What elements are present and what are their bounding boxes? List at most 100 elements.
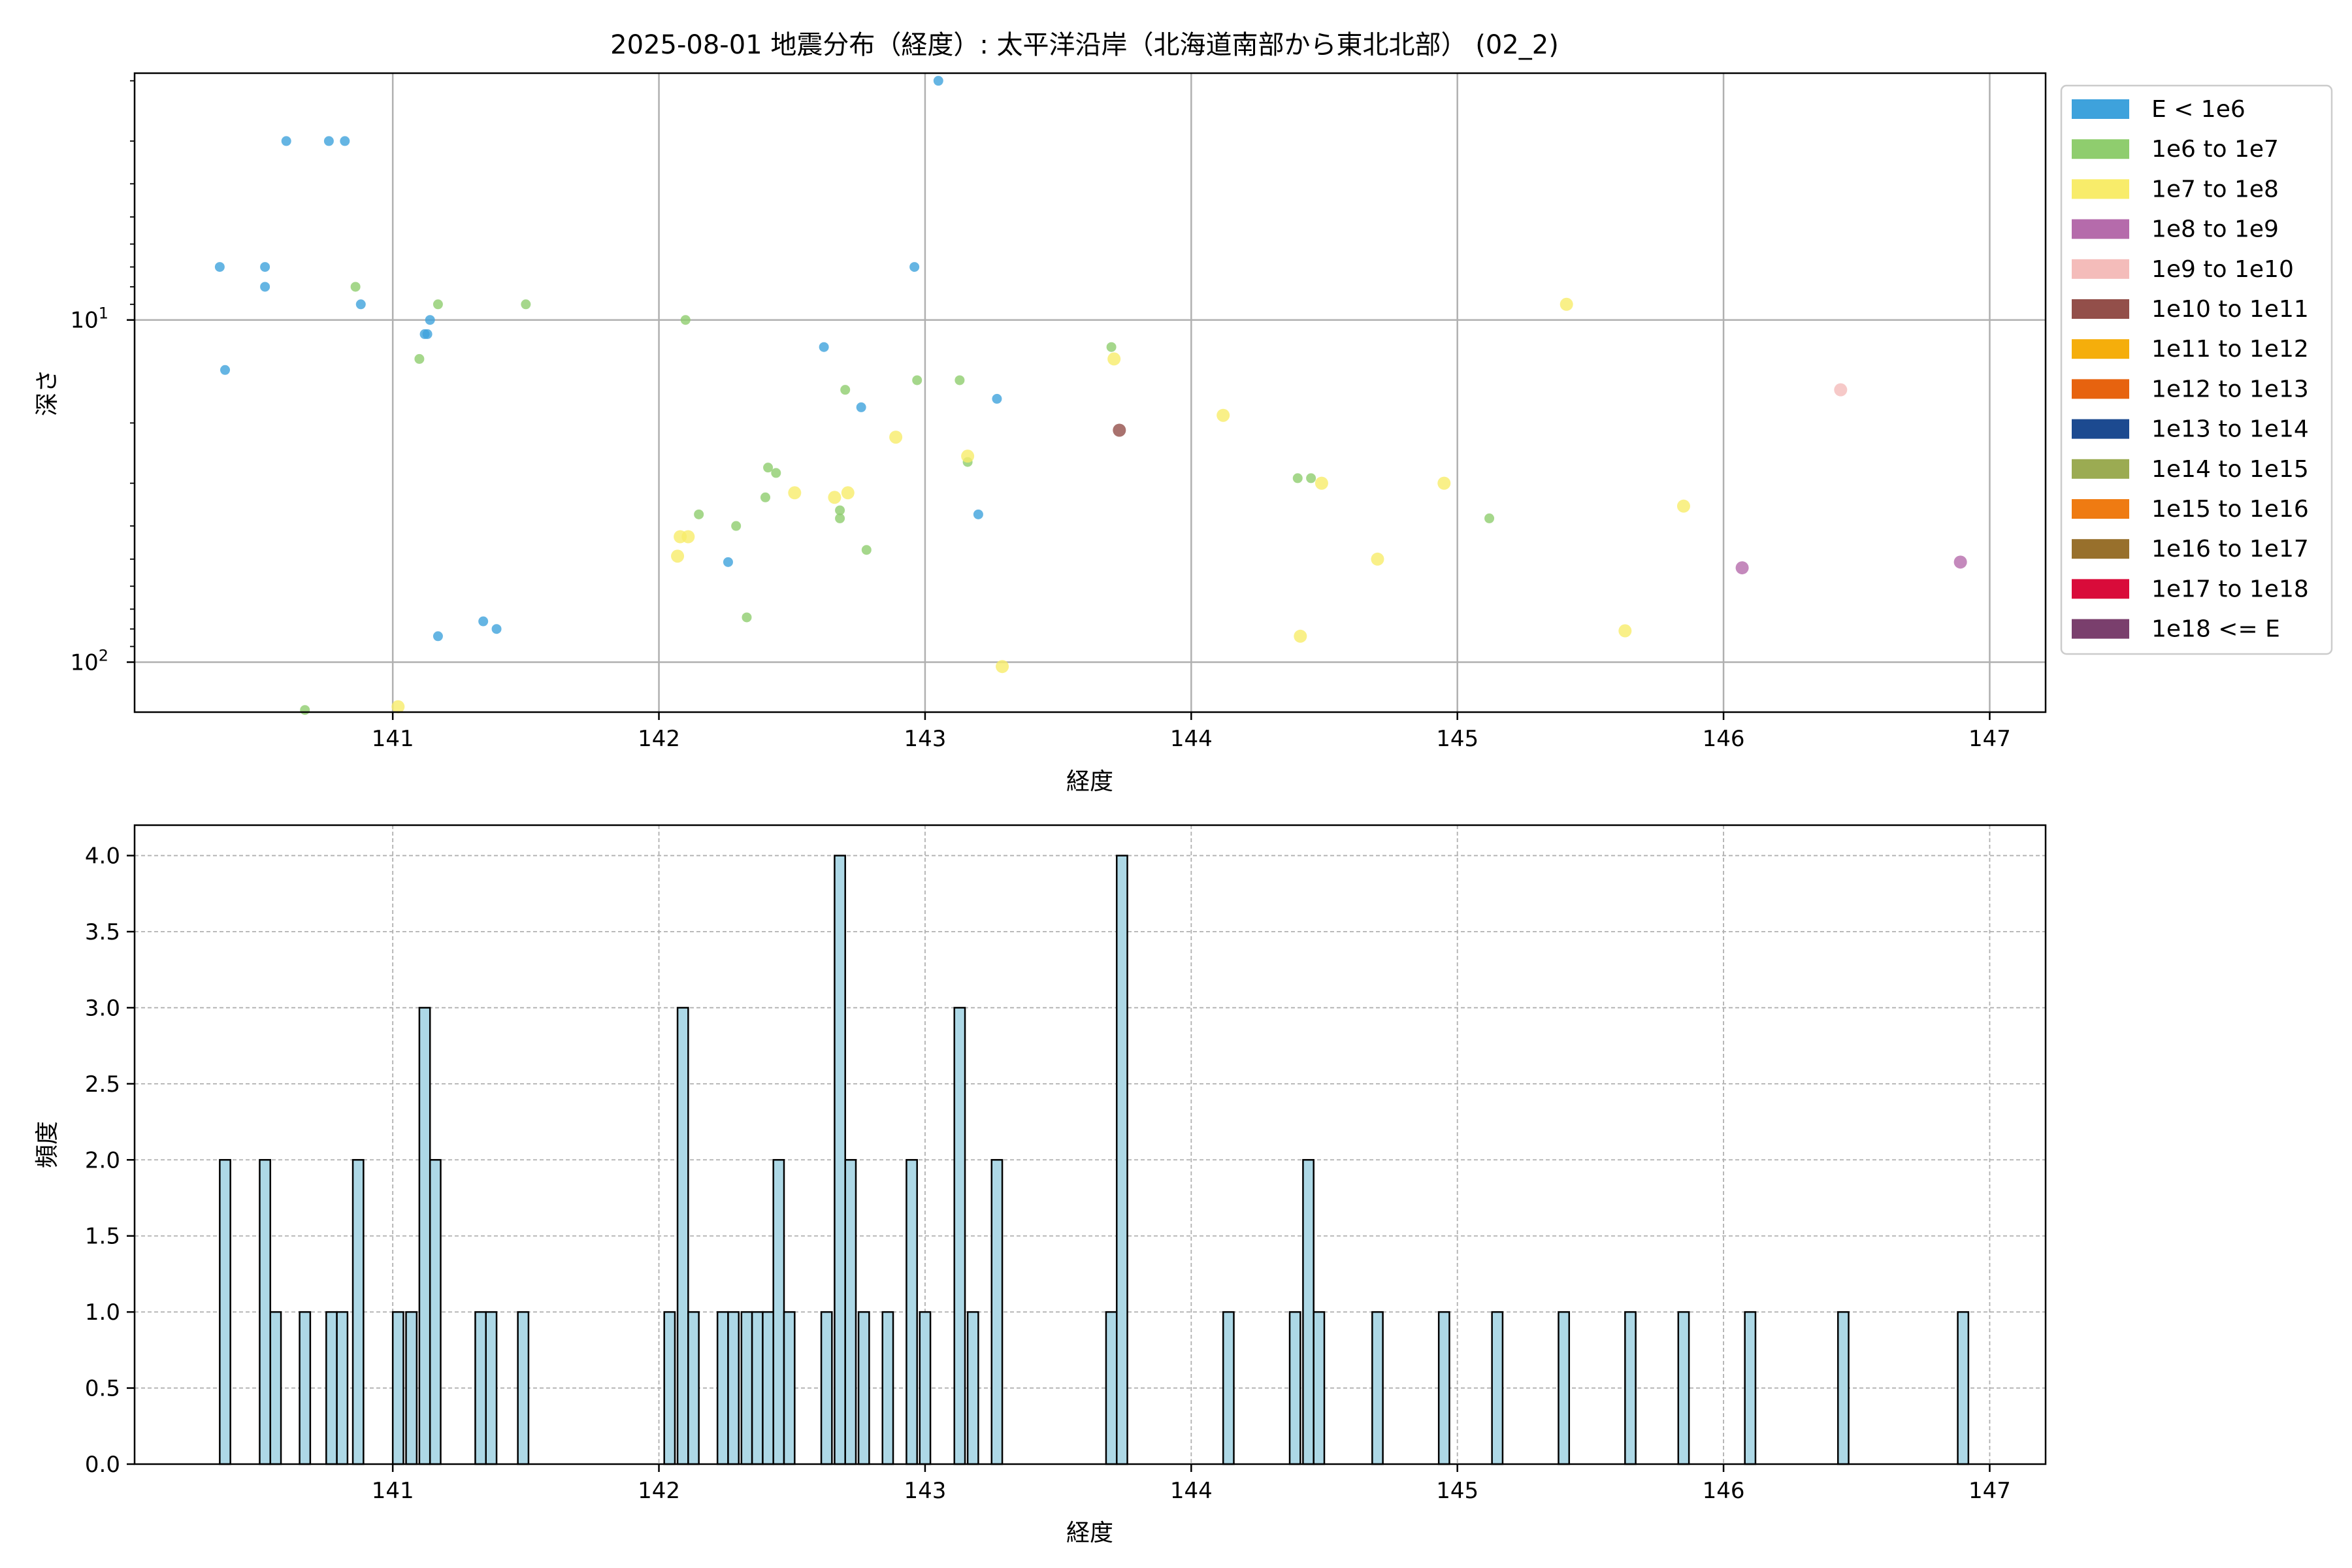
histogram-bar — [1115, 855, 1128, 1465]
scatter-point — [1306, 473, 1316, 483]
scatter-gridlines — [135, 73, 2046, 712]
legend-swatch — [2072, 219, 2129, 239]
histogram-bar — [1437, 1311, 1450, 1465]
scatter-point — [1676, 499, 1690, 513]
histogram-y-tick-label: 2.0 — [85, 1147, 120, 1173]
legend-swatch — [2072, 459, 2129, 479]
histogram-bar — [269, 1311, 282, 1465]
histogram-y-tick-label: 1.5 — [85, 1224, 120, 1250]
scatter-point — [861, 545, 872, 555]
scatter-point — [491, 624, 502, 634]
scatter-point — [912, 375, 923, 385]
histogram-y-axis-label: 頻度 — [34, 1121, 61, 1168]
histogram-bar — [336, 1311, 349, 1465]
legend-label: 1e13 to 1e14 — [2151, 416, 2309, 443]
legend-swatch — [2072, 259, 2129, 279]
scatter-point — [355, 299, 366, 310]
histogram-bars — [219, 855, 1970, 1465]
legend-swatch — [2072, 419, 2129, 439]
histogram-y-tick-label: 0.5 — [85, 1376, 120, 1402]
scatter-point — [422, 329, 433, 339]
scatter-point — [760, 492, 770, 502]
scatter-point — [1484, 513, 1495, 523]
histogram-y-tick-label: 2.5 — [85, 1071, 120, 1098]
histogram-bar — [1288, 1311, 1301, 1465]
histogram-bar — [429, 1159, 442, 1465]
histogram-bar — [405, 1311, 418, 1465]
scatter-point — [680, 315, 691, 325]
histogram-bar — [857, 1311, 870, 1465]
scatter-point — [1437, 476, 1451, 490]
scatter-point — [835, 505, 845, 515]
histogram-bar — [1624, 1311, 1637, 1465]
histogram-x-tick-label: 144 — [1170, 1478, 1213, 1504]
histogram-x-tick-label: 147 — [1968, 1478, 2011, 1504]
histogram-y-tick-label: 1.0 — [85, 1299, 120, 1326]
scatter-point — [260, 262, 270, 272]
longitude-histogram: 141 142 143 144 145 146 147 0.0 0.5 1.0 1.5 2.0 2.5 3… — [34, 824, 2047, 1546]
histogram-bar — [1222, 1311, 1235, 1465]
histogram-bar — [1558, 1311, 1571, 1465]
histogram-bar — [1677, 1311, 1690, 1465]
histogram-bar — [1491, 1311, 1504, 1465]
histogram-bar — [1313, 1311, 1326, 1465]
scatter-point — [671, 549, 685, 563]
histogram-bar — [740, 1311, 753, 1465]
histogram-bar — [687, 1311, 700, 1465]
scatter-x-axis-label: 経度 — [1066, 768, 1113, 795]
scatter-point — [478, 616, 489, 627]
scatter-point — [433, 299, 443, 310]
histogram-bar — [1837, 1311, 1850, 1465]
histogram-bar — [966, 1311, 979, 1465]
scatter-point — [771, 468, 781, 478]
legend-frame — [2060, 84, 2333, 655]
scatter-points — [214, 76, 1967, 715]
histogram-bar — [1371, 1311, 1384, 1465]
histogram-y-tick-label: 0.0 — [85, 1452, 120, 1478]
legend-swatch — [2072, 499, 2129, 519]
scatter-point — [992, 393, 1002, 404]
scatter-point — [840, 385, 851, 395]
histogram-bar — [1957, 1311, 1970, 1465]
scatter-point — [281, 136, 291, 146]
histogram-bar — [906, 1159, 918, 1465]
legend-label: 1e9 to 1e10 — [2151, 256, 2294, 283]
histogram-bar — [751, 1311, 764, 1465]
histogram-y-tick-label: 3.0 — [85, 995, 120, 1021]
legend-swatch — [2072, 379, 2129, 399]
scatter-point — [723, 557, 733, 567]
scatter-point — [681, 530, 695, 544]
histogram-bar — [820, 1311, 833, 1465]
legend-swatch — [2072, 539, 2129, 559]
histogram-bar — [881, 1311, 894, 1465]
legend-label: 1e12 to 1e13 — [2151, 376, 2309, 402]
scatter-point — [819, 342, 829, 352]
scatter-point — [214, 262, 225, 272]
histogram-x-axis-label: 経度 — [1066, 1520, 1113, 1546]
histogram-x-tick-label: 142 — [638, 1478, 680, 1504]
chart-title: 2025-08-01 地震分布（経度）: 太平洋沿岸（北海道南部から東北北部） … — [610, 30, 1559, 60]
histogram-bar — [219, 1159, 231, 1465]
legend-swatch — [2072, 139, 2129, 159]
scatter-point — [933, 76, 943, 86]
scatter-point — [300, 705, 310, 715]
scatter-point — [323, 136, 334, 146]
legend-swatch — [2072, 179, 2129, 199]
histogram-bar — [325, 1311, 338, 1465]
histogram-bar — [990, 1159, 1004, 1465]
scatter-point — [742, 612, 752, 623]
histogram-bar — [772, 1159, 785, 1465]
scatter-point — [1113, 423, 1126, 437]
histogram-x-tick-label: 141 — [372, 1478, 414, 1504]
histogram-bar — [351, 1159, 365, 1465]
histogram-bar — [259, 1159, 272, 1465]
scatter-point — [1834, 383, 1848, 397]
scatter-point — [1618, 624, 1632, 638]
scatter-point — [391, 700, 405, 713]
scatter-x-tick-label: 141 — [372, 726, 414, 752]
scatter-point — [1315, 476, 1328, 490]
legend-swatch — [2072, 99, 2129, 119]
histogram-bar — [391, 1311, 404, 1465]
